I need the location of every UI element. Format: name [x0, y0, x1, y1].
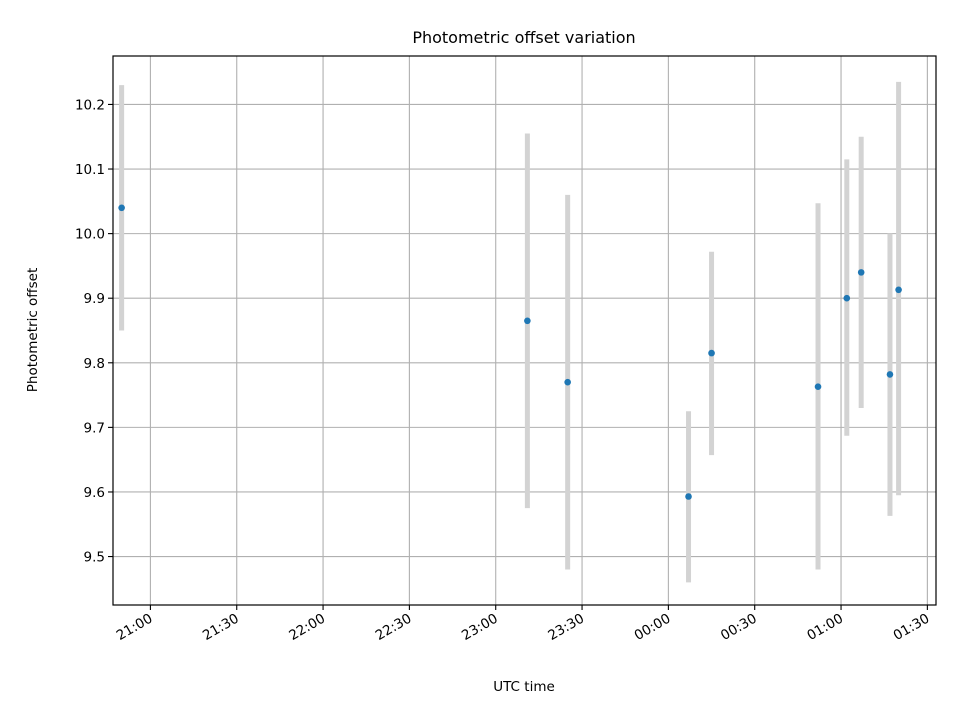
data-point — [857, 269, 865, 276]
y-tick-label: 9.8 — [84, 356, 105, 372]
x-axis-label: UTC time — [493, 679, 555, 695]
data-point — [685, 493, 692, 500]
data-point — [524, 317, 531, 325]
y-axis-ticks: 9.5 9.6 9.7 9.8 9.9 10.0 10.1 10.2 — [75, 97, 113, 566]
data-point — [843, 294, 851, 302]
chart-title: Photometric offset variation — [412, 28, 635, 47]
data-point — [895, 286, 902, 294]
data-point — [118, 204, 125, 212]
data-point — [708, 349, 715, 357]
y-tick-label: 9.6 — [84, 485, 105, 501]
data-point — [814, 383, 822, 390]
y-tick-label: 9.5 — [84, 550, 105, 566]
data-point — [564, 378, 571, 386]
grid — [113, 56, 936, 605]
y-tick-label: 9.7 — [84, 420, 105, 436]
data-points — [118, 204, 902, 500]
plot-frame — [112, 55, 937, 606]
y-tick-label: 10.1 — [75, 162, 105, 178]
y-tick-label: 10.2 — [75, 97, 105, 113]
y-tick-label: 10.0 — [75, 227, 105, 243]
data-point — [886, 371, 894, 378]
y-tick-label: 9.9 — [84, 291, 105, 307]
y-axis-label: Photometric offset — [25, 268, 41, 392]
